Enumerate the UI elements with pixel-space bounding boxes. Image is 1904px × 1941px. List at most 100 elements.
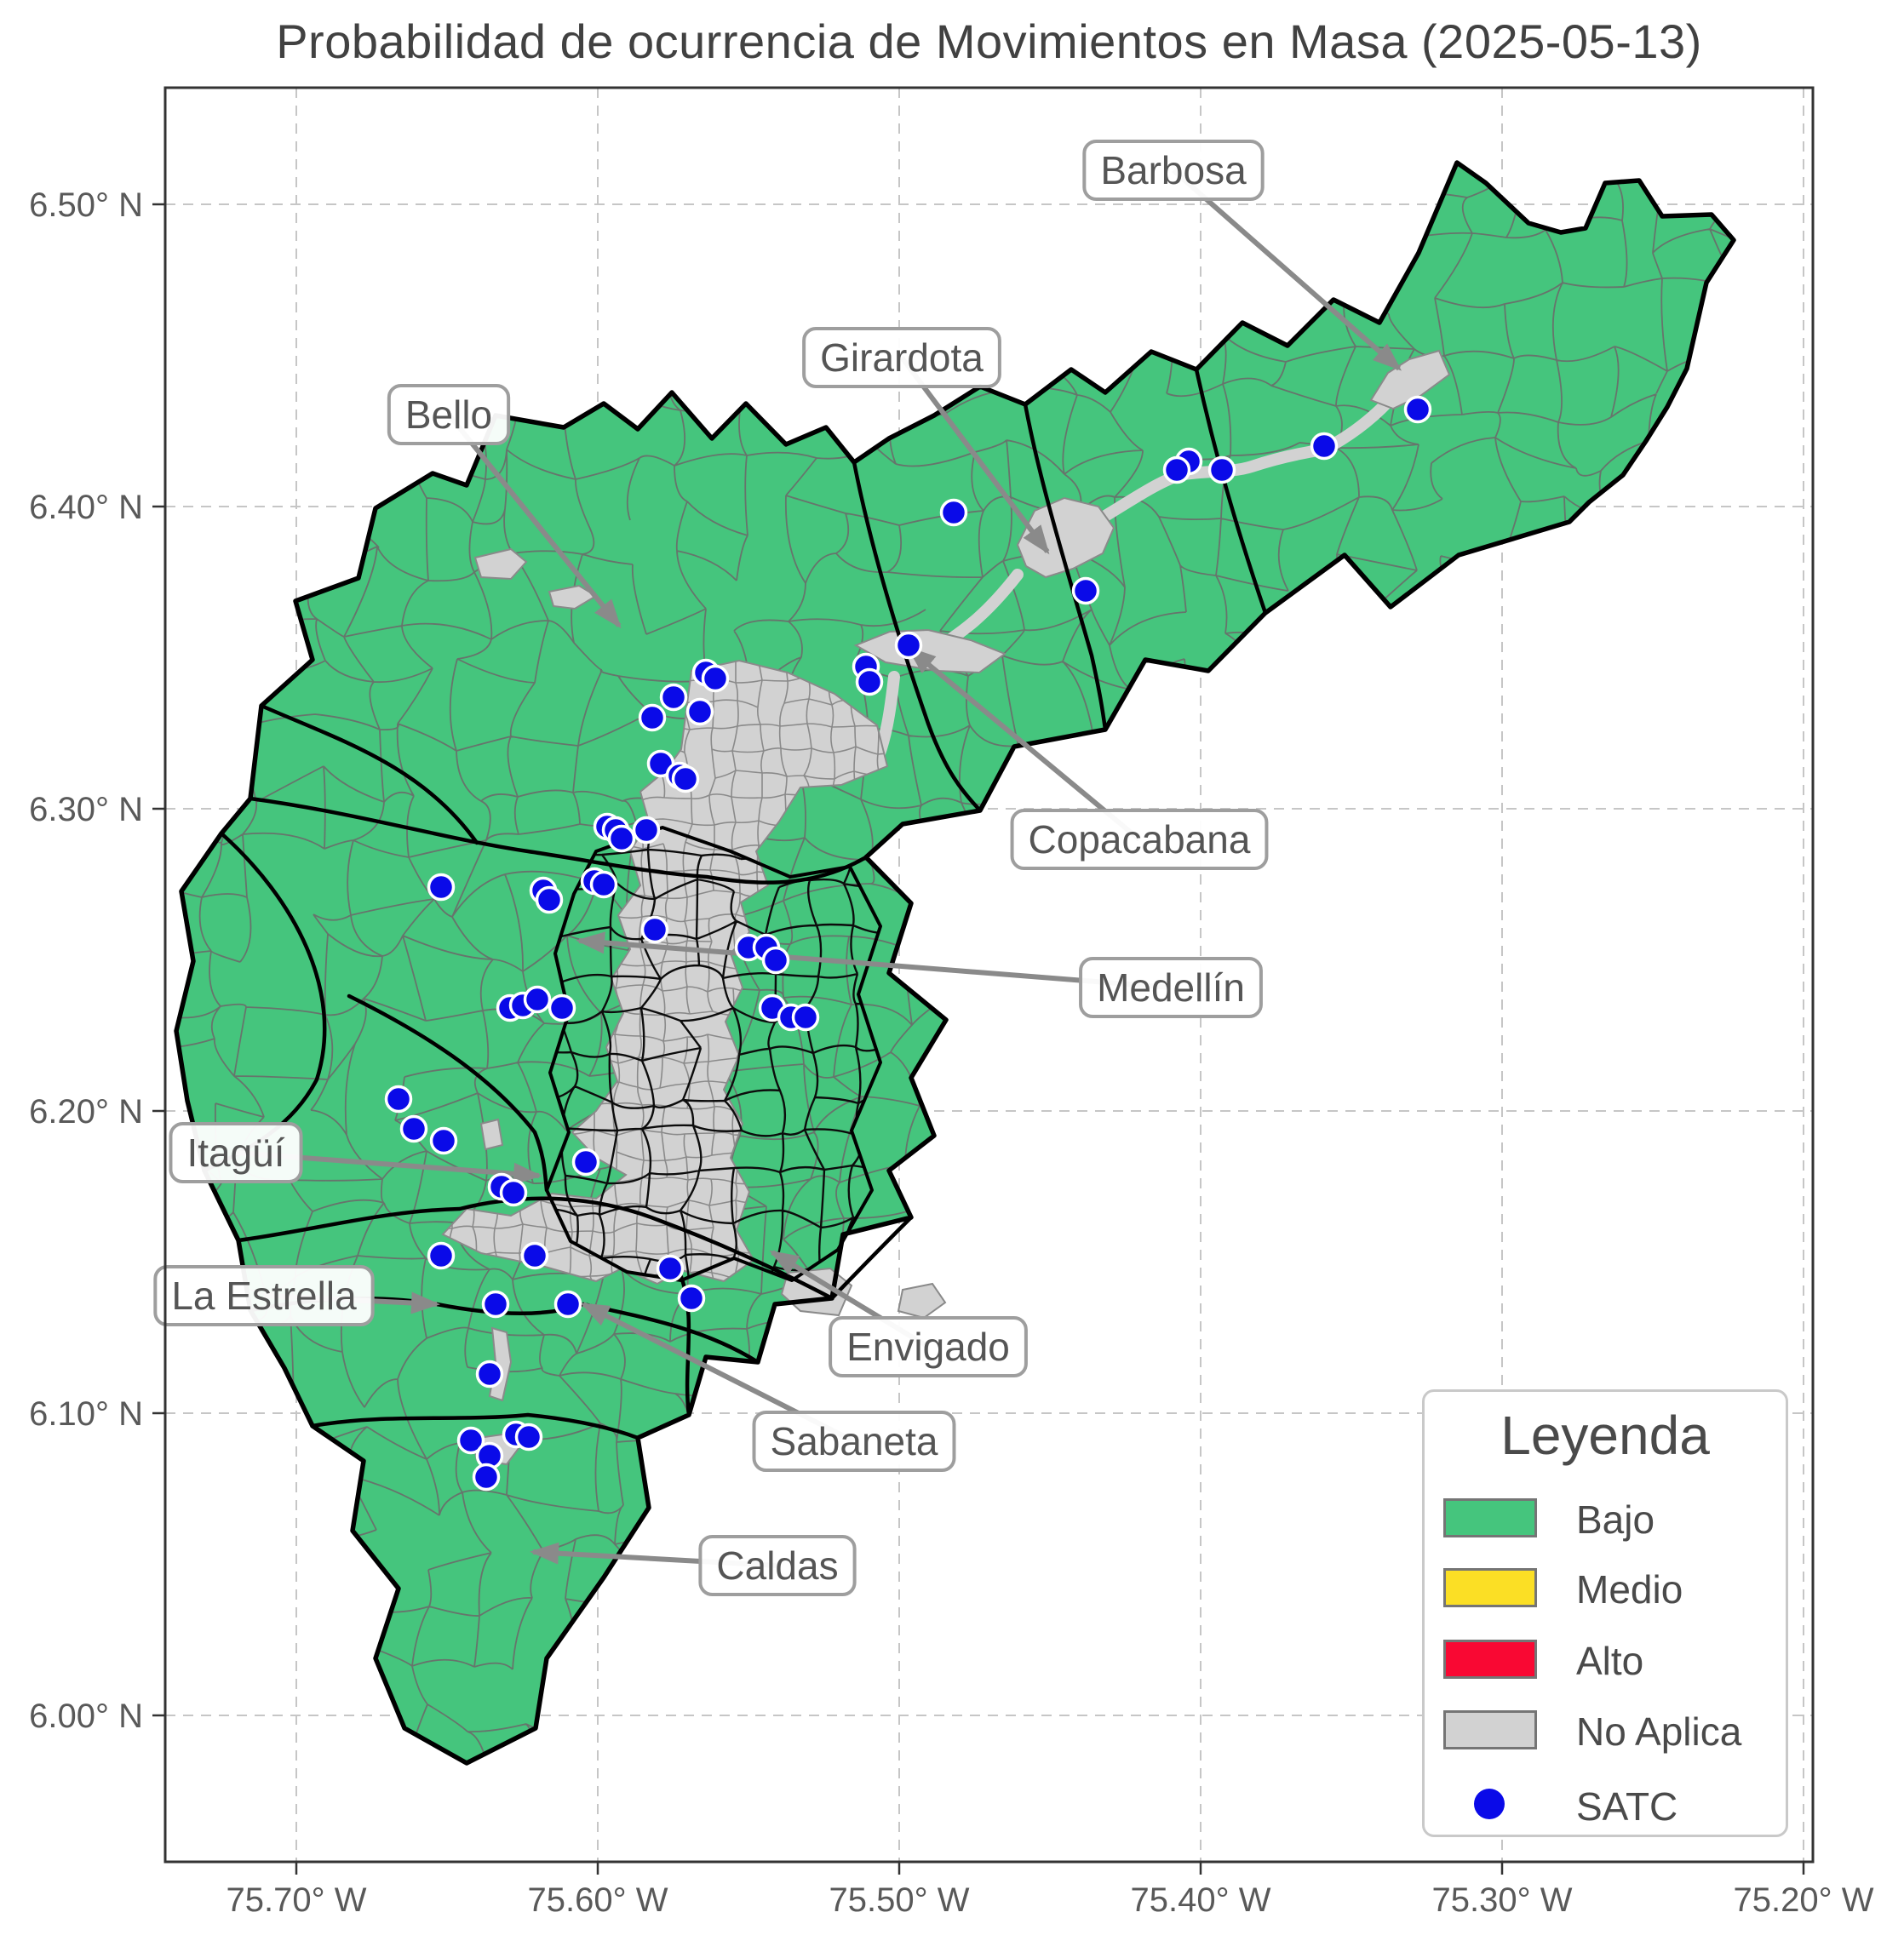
- annotation-box: [829, 1316, 1028, 1377]
- annotation-Copacabana: Copacabana: [906, 646, 1269, 870]
- legend: Leyenda Bajo Medio Alto No Aplica SATC: [1422, 1389, 1788, 1837]
- annotation-Sabaneta: Sabaneta: [580, 1302, 956, 1472]
- legend-item-label: Medio: [1576, 1567, 1683, 1612]
- annotation-box: [752, 1411, 956, 1472]
- legend-item-satc: SATC: [1425, 1784, 1786, 1829]
- annotation-Bello: Bello: [387, 384, 622, 629]
- annotation-label: Itagüí: [186, 1131, 284, 1175]
- satc-point: [399, 1114, 428, 1143]
- annotation-Itagüí: Itagüí: [169, 1122, 542, 1185]
- satc-point: [1162, 455, 1191, 484]
- satc-point: [894, 631, 923, 660]
- legend-swatch: [1443, 1710, 1537, 1749]
- satc-point: [472, 1463, 501, 1492]
- annotation-box: [802, 327, 1001, 388]
- urban-area-sanfelix: [473, 547, 528, 581]
- annotation-label: Caldas: [716, 1543, 838, 1588]
- annotation-La Estrella: La Estrella: [153, 1265, 440, 1326]
- annotation-arrow: [446, 413, 622, 629]
- annotation-Girardota: Girardota: [802, 327, 1050, 555]
- axis-ticks-and-labels: 75.70° W 75.60° W 75.50° W 75.40° W 75.30° W…: [29, 186, 1874, 1919]
- x-tick-label: 75.20° W: [1734, 1881, 1874, 1919]
- satc-point: [1310, 432, 1339, 461]
- annotation-label: Girardota: [820, 335, 984, 380]
- annotation-arrow: [1172, 168, 1402, 371]
- legend-item-no-aplica: No Aplica: [1425, 1709, 1786, 1754]
- annotation-box: [387, 384, 511, 445]
- satc-point: [761, 946, 790, 975]
- satc-point: [1071, 576, 1100, 605]
- satc-point: [535, 885, 564, 914]
- satc-point: [514, 1423, 543, 1451]
- annotation-label: Medellín: [1097, 965, 1245, 1010]
- y-tick-label: 6.50° N: [29, 186, 143, 224]
- legend-item-label: No Aplica: [1576, 1709, 1742, 1754]
- satc-point: [427, 1241, 456, 1270]
- satc-point: [638, 703, 667, 732]
- annotation-arrow: [576, 931, 1172, 990]
- satc-point: [456, 1426, 485, 1455]
- satc-point: [571, 1148, 600, 1177]
- annotation-label: Barbosa: [1100, 148, 1247, 192]
- satc-point: [640, 915, 669, 944]
- annotation-label: Copacabana: [1029, 817, 1251, 862]
- satc-point: [384, 1085, 413, 1114]
- annotation-Envigado: Envigado: [769, 1250, 1028, 1377]
- satc-point: [632, 816, 661, 845]
- x-tick-label: 75.30° W: [1432, 1881, 1573, 1919]
- satc-point: [677, 1284, 706, 1313]
- legend-swatch: [1443, 1568, 1537, 1607]
- annotation-box: [698, 1535, 857, 1596]
- annotations: Barbosa Girardota Bello Copacabana Medellín I…: [153, 140, 1402, 1596]
- annotation-arrow: [906, 646, 1141, 842]
- x-tick-label: 75.70° W: [227, 1881, 367, 1919]
- legend-item-label: Alto: [1576, 1639, 1644, 1683]
- legend-item-label: Bajo: [1576, 1497, 1655, 1542]
- satc-point: [553, 1290, 582, 1319]
- y-tick-label: 6.40° N: [29, 489, 143, 526]
- satc-point: [685, 697, 714, 726]
- annotation-label: La Estrella: [171, 1274, 357, 1318]
- satc-point: [427, 873, 456, 902]
- urban-area-nw-small: [548, 584, 598, 610]
- legend-item-medio: Medio: [1425, 1567, 1786, 1612]
- satc-point: [548, 993, 576, 1022]
- satc-point: [671, 764, 700, 793]
- satc-point: [523, 985, 552, 1014]
- satc-point: [1403, 395, 1432, 424]
- annotation-box: [1079, 957, 1263, 1018]
- y-tick-label: 6.20° N: [29, 1093, 143, 1131]
- y-tick-label: 6.30° N: [29, 791, 143, 828]
- annotation-Medellín: Medellín: [576, 931, 1263, 1018]
- annotation-label: Bello: [405, 392, 492, 437]
- legend-marker-icon: [1474, 1789, 1505, 1819]
- satc-point: [589, 870, 618, 899]
- legend-title: Leyenda: [1500, 1405, 1710, 1466]
- legend-item-bajo: Bajo: [1425, 1497, 1786, 1542]
- annotation-box: [169, 1122, 303, 1183]
- annotation-Caldas: Caldas: [530, 1535, 857, 1596]
- satc-point: [607, 824, 636, 853]
- annotation-box: [153, 1265, 375, 1326]
- satc-point: [791, 1003, 820, 1032]
- satc-point: [429, 1126, 458, 1155]
- satc-point: [475, 1360, 504, 1388]
- annotation-arrow: [899, 356, 1050, 555]
- satc-point: [499, 1178, 528, 1207]
- legend-swatch: [1443, 1640, 1537, 1679]
- annotation-label: Envigado: [846, 1325, 1010, 1369]
- satc-points: [384, 395, 1432, 1492]
- satc-point: [701, 664, 730, 693]
- annotation-box: [1082, 140, 1265, 201]
- satc-point: [939, 498, 968, 527]
- satc-point: [656, 1254, 685, 1283]
- annotation-box: [1010, 809, 1269, 870]
- legend-swatch: [1443, 1498, 1537, 1537]
- satc-point: [659, 683, 688, 712]
- figure-title: Probabilidad de ocurrencia de Movimiento…: [276, 14, 1702, 68]
- satc-point: [481, 1290, 510, 1319]
- urban-area-east-small: [897, 1282, 947, 1320]
- legend-item-label: SATC: [1576, 1784, 1678, 1829]
- y-tick-label: 6.00° N: [29, 1698, 143, 1735]
